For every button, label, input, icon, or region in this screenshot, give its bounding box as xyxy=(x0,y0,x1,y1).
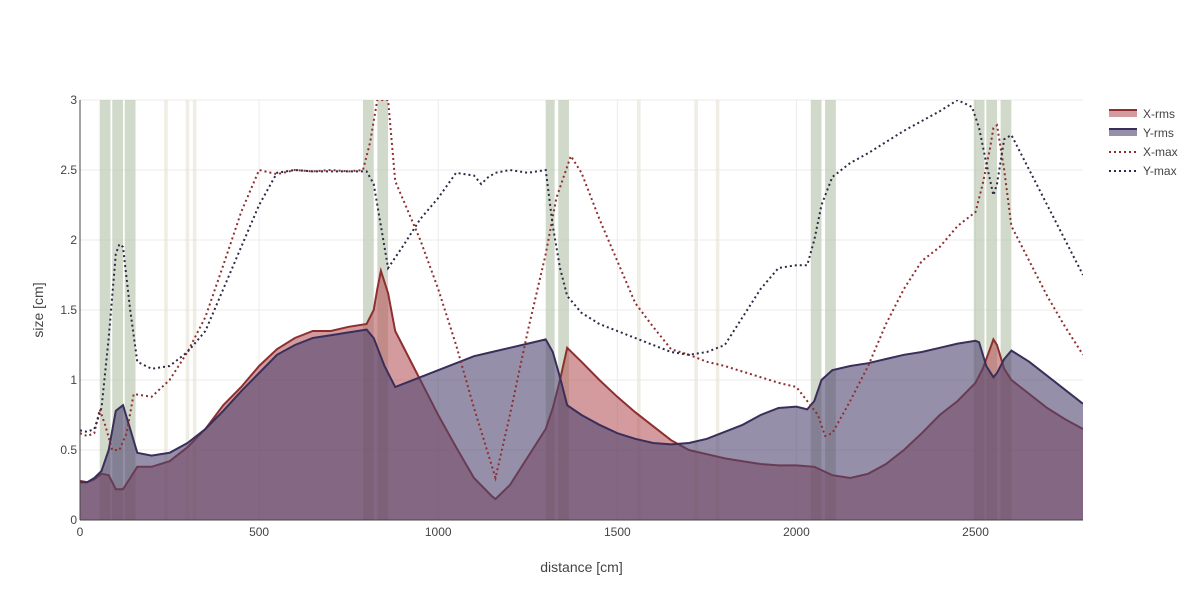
y-tick-label: 1.5 xyxy=(60,303,77,317)
legend-item-x-rms[interactable]: X-rms xyxy=(1109,107,1175,121)
highlight-band xyxy=(973,100,985,520)
line-series xyxy=(80,100,1083,482)
y-tick-label: 0 xyxy=(70,513,77,527)
legend-label: X-max xyxy=(1143,145,1178,159)
highlight-band xyxy=(185,100,190,520)
highlight-band xyxy=(545,100,555,520)
y-tick-label: 0.5 xyxy=(60,443,77,457)
legend-item-y-max[interactable]: Y-max xyxy=(1109,164,1177,178)
x-tick-label: 0 xyxy=(77,525,84,539)
x-tick-label: 1500 xyxy=(604,525,631,539)
highlight-band xyxy=(192,100,197,520)
highlight-band xyxy=(99,100,111,520)
highlight-band xyxy=(1000,100,1012,520)
highlight-band xyxy=(558,100,569,520)
x-tick-label: 2000 xyxy=(783,525,810,539)
x-axis-title: distance [cm] xyxy=(540,559,622,575)
axes: 0 500 1000 1500 2000 2500 0 0.5 1 1.5 2 2.5 3 distanc… xyxy=(30,93,1083,575)
highlight-band xyxy=(715,100,720,520)
area-series xyxy=(80,266,1083,520)
highlight-band xyxy=(164,100,168,520)
x-tick-label: 500 xyxy=(249,525,269,539)
highlight-band xyxy=(986,100,998,520)
legend-label: X-rms xyxy=(1143,107,1175,121)
legend-item-x-max[interactable]: X-max xyxy=(1109,145,1178,159)
highlight-band xyxy=(825,100,836,520)
legend-label: Y-max xyxy=(1143,164,1177,178)
legend-swatch xyxy=(1109,129,1137,136)
y-tick-label: 2 xyxy=(70,233,77,247)
highlight-band xyxy=(112,100,123,520)
y-tick-label: 1 xyxy=(70,373,77,387)
highlight-band xyxy=(362,100,374,520)
y-tick-label: 3 xyxy=(70,93,77,107)
legend-label: Y-rms xyxy=(1143,126,1174,140)
highlight-band xyxy=(694,100,698,520)
y-axis-title: size [cm] xyxy=(30,282,46,337)
highlight-band xyxy=(637,100,641,520)
series-area-y-rms xyxy=(80,329,1083,520)
highlight-band xyxy=(810,100,822,520)
y-tick-label: 2.5 xyxy=(60,163,77,177)
legend-swatch xyxy=(1109,110,1137,117)
legend[interactable]: X-rms Y-rms X-max Y-max xyxy=(1109,107,1178,178)
legend-item-y-rms[interactable]: Y-rms xyxy=(1109,126,1174,140)
x-tick-label: 2500 xyxy=(962,525,989,539)
x-tick-label: 1000 xyxy=(425,525,452,539)
series-line-x-max xyxy=(80,100,1083,482)
series-line-y-rms xyxy=(80,328,1083,484)
